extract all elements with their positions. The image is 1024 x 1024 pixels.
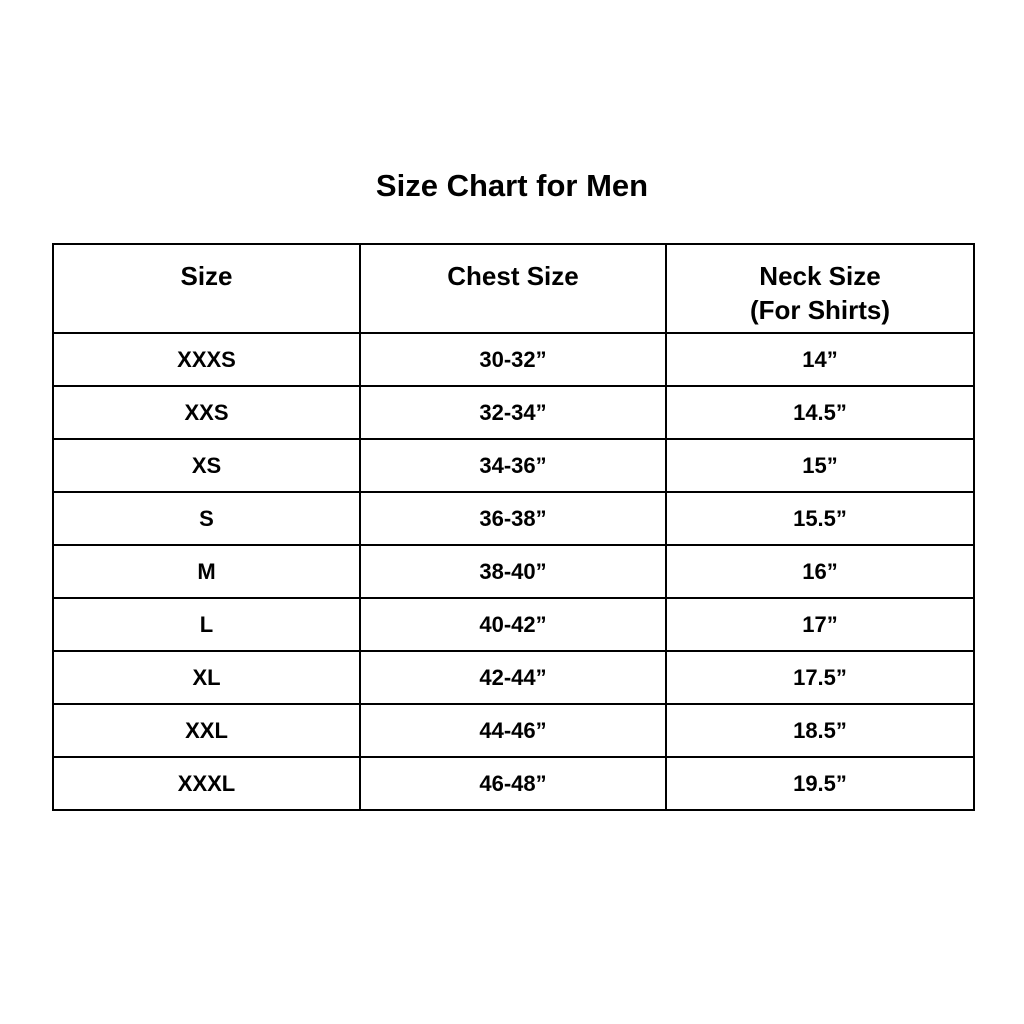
cell-size: L: [52, 597, 361, 652]
cell-chest-size: 32-34”: [359, 385, 667, 440]
cell-chest-size: 46-48”: [359, 756, 667, 811]
header-neck-size: Neck Size (For Shirts): [665, 243, 975, 334]
cell-neck-size: 18.5”: [665, 703, 975, 758]
cell-neck-size: 17.5”: [665, 650, 975, 705]
table-row: L 40-42” 17”: [52, 597, 975, 652]
cell-neck-size: 15”: [665, 438, 975, 493]
cell-size: XS: [52, 438, 361, 493]
table-row: XXL 44-46” 18.5”: [52, 703, 975, 758]
cell-size: M: [52, 544, 361, 599]
table-row: M 38-40” 16”: [52, 544, 975, 599]
cell-neck-size: 19.5”: [665, 756, 975, 811]
cell-neck-size: 14.5”: [665, 385, 975, 440]
cell-neck-size: 17”: [665, 597, 975, 652]
table-row: XS 34-36” 15”: [52, 438, 975, 493]
table-row: XL 42-44” 17.5”: [52, 650, 975, 705]
header-chest-size: Chest Size: [359, 243, 667, 334]
cell-chest-size: 30-32”: [359, 332, 667, 387]
cell-chest-size: 40-42”: [359, 597, 667, 652]
header-size: Size: [52, 243, 361, 334]
cell-chest-size: 42-44”: [359, 650, 667, 705]
cell-neck-size: 15.5”: [665, 491, 975, 546]
cell-chest-size: 44-46”: [359, 703, 667, 758]
table-row: XXXL 46-48” 19.5”: [52, 756, 975, 811]
cell-size: XL: [52, 650, 361, 705]
table-row: XXXS 30-32” 14”: [52, 332, 975, 387]
cell-size: XXL: [52, 703, 361, 758]
cell-chest-size: 34-36”: [359, 438, 667, 493]
header-label: Neck Size: [759, 261, 881, 291]
size-chart-table: Size Chest Size Neck Size (For Shirts) XX…: [52, 243, 975, 811]
cell-size: XXXS: [52, 332, 361, 387]
cell-size: S: [52, 491, 361, 546]
header-row: Size Chest Size Neck Size (For Shirts): [52, 243, 975, 334]
page-title: Size Chart for Men: [375, 168, 649, 203]
cell-neck-size: 16”: [665, 544, 975, 599]
cell-neck-size: 14”: [665, 332, 975, 387]
cell-chest-size: 38-40”: [359, 544, 667, 599]
cell-size: XXS: [52, 385, 361, 440]
cell-chest-size: 36-38”: [359, 491, 667, 546]
header-label: Size: [180, 261, 233, 291]
cell-size: XXXL: [52, 756, 361, 811]
table-row: XXS 32-34” 14.5”: [52, 385, 975, 440]
header-label: Chest Size: [447, 261, 579, 291]
table-row: S 36-38” 15.5”: [52, 491, 975, 546]
header-sublabel: (For Shirts): [749, 295, 891, 325]
